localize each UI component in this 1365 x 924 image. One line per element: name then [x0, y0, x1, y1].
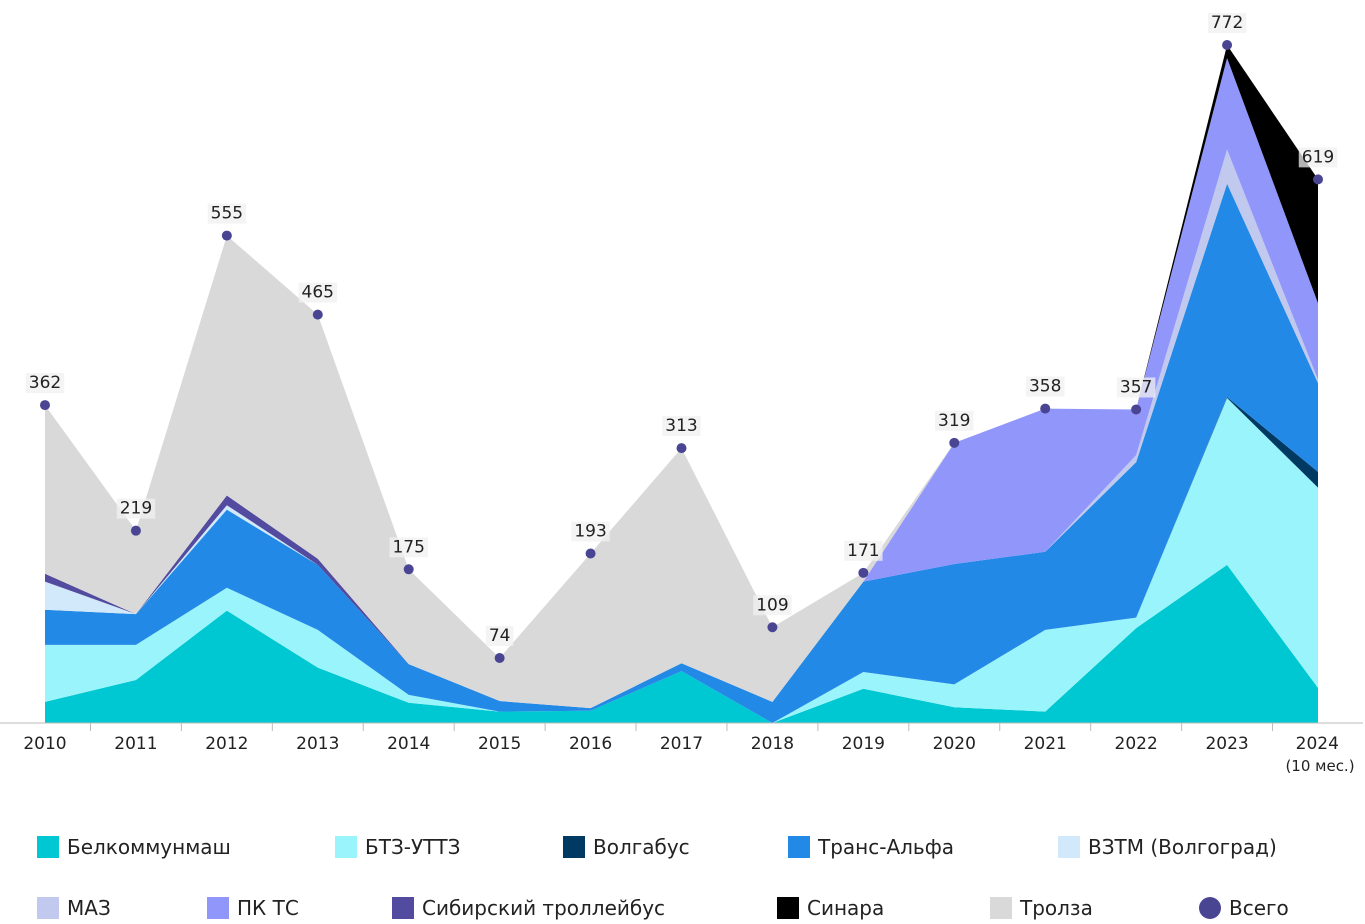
- total-dot: [858, 567, 869, 578]
- total-label: 313: [665, 416, 697, 436]
- legend-label: Тролза: [1019, 896, 1093, 920]
- total-label: 357: [1120, 377, 1152, 397]
- legend-swatch: [1199, 897, 1221, 919]
- area: [45, 58, 1318, 709]
- x-tick-label-line: 2024: [1296, 734, 1345, 754]
- x-tick-label: 2020: [933, 734, 976, 754]
- total-dot: [1040, 403, 1051, 414]
- total-dot: [949, 437, 960, 448]
- total-label: 555: [211, 204, 243, 224]
- total-label-bg: [935, 410, 974, 431]
- total-label-bg: [1207, 13, 1247, 33]
- x-tick-label: 2010: [23, 734, 66, 754]
- total-label: 74: [489, 626, 511, 646]
- area: [45, 45, 1318, 709]
- legend-swatch: [335, 836, 357, 858]
- total-dot: [221, 230, 232, 241]
- x-tick-label: 2024 (10 мес.): [1285, 734, 1354, 775]
- total-dot: [1131, 404, 1142, 415]
- total-label: 619: [1302, 147, 1334, 167]
- total-label-bg: [1025, 376, 1065, 397]
- x-tick-label: 2021: [1024, 734, 1067, 754]
- legend-swatch: [777, 897, 799, 919]
- total-label-bg: [662, 416, 701, 437]
- x-tick-label-line: (10 мес.): [1285, 757, 1354, 775]
- total-label-bg: [1298, 147, 1338, 168]
- legend-swatch: [1058, 836, 1080, 858]
- total-label: 362: [29, 373, 61, 393]
- x-tick-label: 2011: [114, 734, 157, 754]
- total-label-bg: [389, 537, 428, 558]
- x-tick-label: 2023: [1205, 734, 1248, 754]
- x-tick-label: 2016: [569, 734, 612, 754]
- legend-swatch: [563, 836, 585, 858]
- legend-swatch: [788, 836, 810, 858]
- legend-swatch: [990, 897, 1012, 919]
- x-tick-label: 2013: [296, 734, 339, 754]
- total-dot: [1313, 174, 1323, 185]
- total-dot: [1222, 40, 1233, 50]
- total-label: 358: [1029, 377, 1061, 397]
- x-tick-label: 2022: [1115, 734, 1158, 754]
- legend-label: Сибирский троллейбус: [422, 896, 665, 920]
- legend-label: Всего: [1229, 896, 1289, 920]
- total-label: 171: [847, 541, 879, 561]
- total-dot: [312, 309, 323, 320]
- x-tick-label: 2019: [842, 734, 885, 754]
- total-dot: [130, 525, 141, 536]
- total-label-bg: [207, 203, 247, 224]
- total-label: 465: [302, 283, 334, 303]
- total-label: 193: [574, 522, 606, 542]
- legend-swatch: [207, 897, 229, 919]
- total-label-bg: [298, 282, 338, 303]
- legend-label: Белкоммунмаш: [67, 835, 231, 859]
- legend-label: ВЗТМ (Волгоград): [1088, 835, 1277, 859]
- legend-label: ПК ТС: [237, 896, 299, 920]
- total-label-bg: [753, 595, 792, 616]
- total-label: 175: [392, 537, 424, 557]
- legend-swatch: [392, 897, 414, 919]
- total-label-bg: [485, 626, 514, 647]
- total-dot: [676, 443, 687, 454]
- x-tick-label: 2012: [205, 734, 248, 754]
- total-label-bg: [1116, 377, 1156, 398]
- total-dot: [494, 653, 505, 664]
- x-tick-label: 2015: [478, 734, 521, 754]
- total-label: 319: [938, 411, 970, 431]
- total-dot: [40, 400, 50, 411]
- legend-swatch: [37, 836, 59, 858]
- total-label-bg: [116, 498, 156, 519]
- legend-label: Волгабус: [593, 835, 690, 859]
- total-label: 772: [1211, 13, 1243, 33]
- legend-label: БТЗ-УТТЗ: [365, 835, 460, 859]
- legend-label: Транс-Альфа: [817, 835, 954, 859]
- total-dot: [403, 564, 414, 575]
- total-label-bg: [844, 540, 883, 561]
- x-tick-label: 2014: [387, 734, 430, 754]
- area: [45, 564, 1318, 723]
- total-dot: [585, 548, 596, 559]
- legend-swatch: [37, 897, 59, 919]
- total-dot: [767, 622, 778, 633]
- x-tick-label: 2017: [660, 734, 703, 754]
- total-label: 109: [756, 595, 788, 615]
- total-label: 219: [120, 499, 152, 519]
- total-label-bg: [571, 521, 610, 542]
- total-label-bg: [25, 373, 65, 394]
- area: [45, 183, 1318, 723]
- legend-label: Синара: [807, 896, 884, 920]
- x-tick-label: 2018: [751, 734, 794, 754]
- legend-label: МАЗ: [67, 896, 111, 920]
